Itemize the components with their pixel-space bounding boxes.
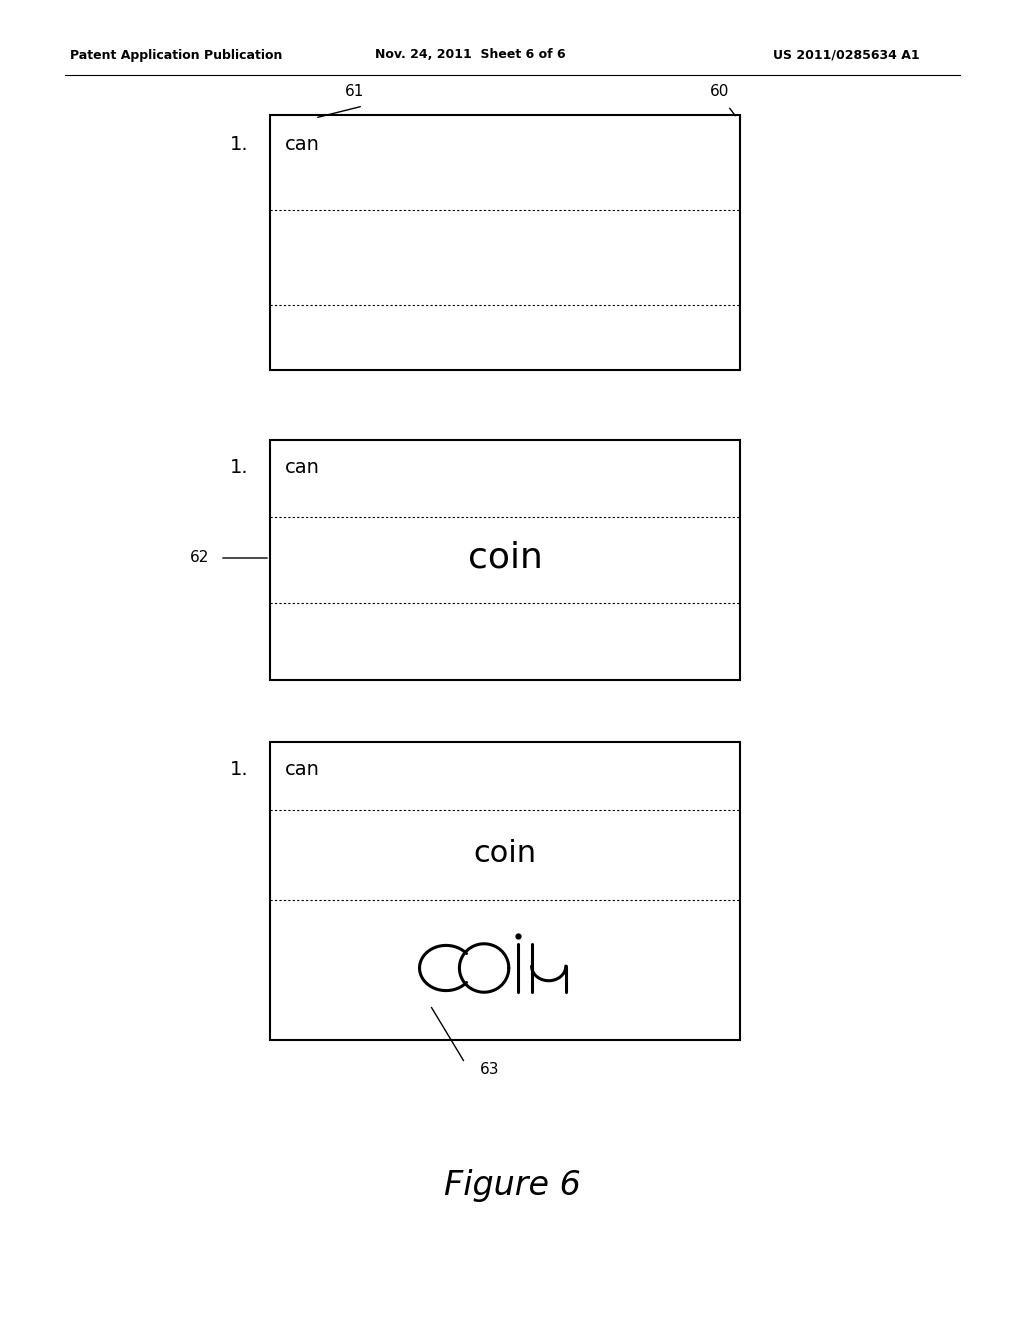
Text: 63: 63 bbox=[480, 1063, 500, 1077]
Text: Figure 6: Figure 6 bbox=[443, 1168, 581, 1201]
Text: 1.: 1. bbox=[229, 135, 248, 154]
Text: Nov. 24, 2011  Sheet 6 of 6: Nov. 24, 2011 Sheet 6 of 6 bbox=[375, 49, 565, 62]
Text: can: can bbox=[285, 135, 319, 154]
Text: 62: 62 bbox=[190, 550, 210, 565]
Bar bbox=[270, 440, 740, 680]
Text: 61: 61 bbox=[345, 84, 365, 99]
Text: coin: coin bbox=[468, 541, 543, 576]
Text: 1.: 1. bbox=[229, 760, 248, 779]
Text: Patent Application Publication: Patent Application Publication bbox=[70, 49, 283, 62]
Text: 60: 60 bbox=[711, 84, 730, 99]
Text: US 2011/0285634 A1: US 2011/0285634 A1 bbox=[773, 49, 920, 62]
Bar bbox=[270, 742, 740, 1040]
Text: 1.: 1. bbox=[229, 458, 248, 477]
Text: can: can bbox=[285, 458, 319, 477]
Text: coin: coin bbox=[473, 838, 537, 867]
Bar bbox=[270, 115, 740, 370]
Text: can: can bbox=[285, 760, 319, 779]
